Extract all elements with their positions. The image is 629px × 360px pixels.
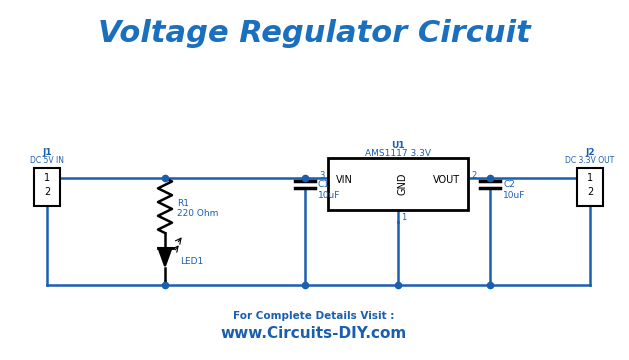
Bar <box>34 168 60 206</box>
Text: VOUT: VOUT <box>433 175 460 185</box>
Text: 1: 1 <box>44 173 50 183</box>
Text: VIN: VIN <box>336 175 353 185</box>
Text: 2: 2 <box>44 187 50 197</box>
Text: 3: 3 <box>320 171 325 180</box>
Text: For Complete Details Visit :: For Complete Details Visit : <box>233 311 394 321</box>
Text: C2
10uF: C2 10uF <box>503 180 525 200</box>
Polygon shape <box>159 248 172 266</box>
Text: AMS1117 3.3V: AMS1117 3.3V <box>365 149 431 158</box>
Text: GND: GND <box>398 173 408 195</box>
Text: DC 3.3V OUT: DC 3.3V OUT <box>565 156 615 165</box>
Text: R1
220 Ohm: R1 220 Ohm <box>177 199 218 218</box>
Bar <box>577 168 603 206</box>
Text: J2: J2 <box>585 148 595 157</box>
Text: LED1: LED1 <box>180 256 203 266</box>
Text: DC 5V IN: DC 5V IN <box>30 156 64 165</box>
Text: 2: 2 <box>587 187 593 197</box>
Text: 1: 1 <box>401 212 406 221</box>
Text: 2: 2 <box>471 171 476 180</box>
Text: www.Circuits-DIY.com: www.Circuits-DIY.com <box>221 327 407 342</box>
Text: C1
10uF: C1 10uF <box>318 180 340 200</box>
Bar <box>328 158 468 210</box>
Text: 1: 1 <box>587 173 593 183</box>
Text: Voltage Regulator Circuit: Voltage Regulator Circuit <box>97 18 530 48</box>
Text: U1: U1 <box>391 141 405 150</box>
Text: J1: J1 <box>42 148 52 157</box>
